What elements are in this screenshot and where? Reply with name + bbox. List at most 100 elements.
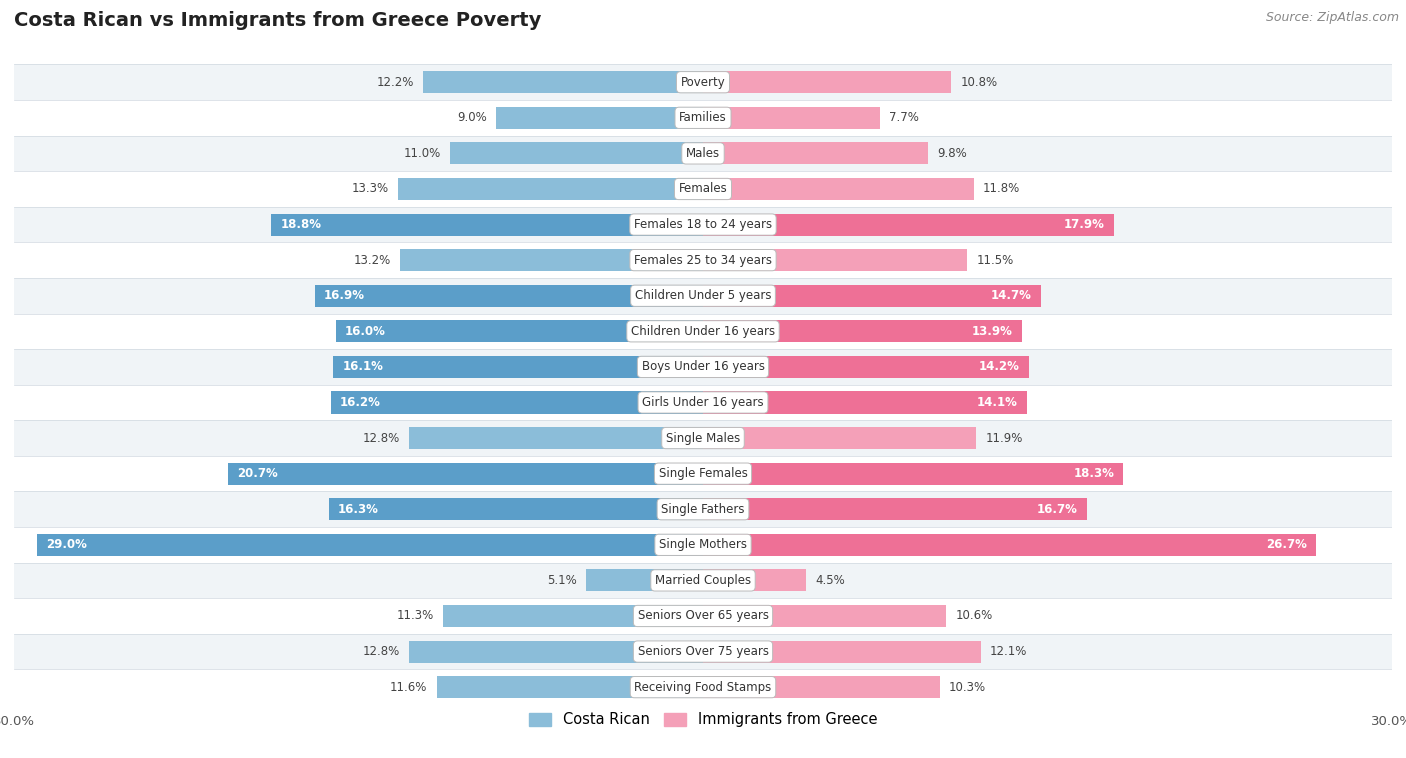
Bar xyxy=(14,384,1392,420)
Text: 9.0%: 9.0% xyxy=(457,111,486,124)
Text: Boys Under 16 years: Boys Under 16 years xyxy=(641,360,765,374)
Bar xyxy=(450,143,703,164)
Bar xyxy=(271,214,703,236)
Text: 17.9%: 17.9% xyxy=(1064,218,1105,231)
Text: Married Couples: Married Couples xyxy=(655,574,751,587)
Text: 29.0%: 29.0% xyxy=(46,538,87,551)
Bar xyxy=(14,562,1392,598)
Text: Children Under 16 years: Children Under 16 years xyxy=(631,325,775,338)
Text: Seniors Over 75 years: Seniors Over 75 years xyxy=(637,645,769,658)
Text: 9.8%: 9.8% xyxy=(938,147,967,160)
Text: 16.7%: 16.7% xyxy=(1036,503,1077,515)
Text: Seniors Over 65 years: Seniors Over 65 years xyxy=(637,609,769,622)
Bar xyxy=(315,285,703,307)
Bar xyxy=(703,178,974,200)
Text: 11.9%: 11.9% xyxy=(986,431,1022,444)
Text: Single Fathers: Single Fathers xyxy=(661,503,745,515)
Bar xyxy=(703,214,1114,236)
Bar xyxy=(330,391,703,414)
Bar xyxy=(329,498,703,520)
Text: 13.3%: 13.3% xyxy=(352,183,388,196)
Text: 10.6%: 10.6% xyxy=(956,609,993,622)
Bar xyxy=(703,321,1022,343)
Text: 4.5%: 4.5% xyxy=(815,574,845,587)
Bar xyxy=(14,100,1392,136)
Bar xyxy=(14,314,1392,349)
Text: Source: ZipAtlas.com: Source: ZipAtlas.com xyxy=(1265,11,1399,24)
Text: Females 18 to 24 years: Females 18 to 24 years xyxy=(634,218,772,231)
Bar xyxy=(703,356,1029,378)
Bar xyxy=(409,641,703,662)
Text: 12.8%: 12.8% xyxy=(363,645,399,658)
Bar xyxy=(423,71,703,93)
Bar xyxy=(14,420,1392,456)
Text: Costa Rican vs Immigrants from Greece Poverty: Costa Rican vs Immigrants from Greece Po… xyxy=(14,11,541,30)
Legend: Costa Rican, Immigrants from Greece: Costa Rican, Immigrants from Greece xyxy=(523,706,883,733)
Text: 11.6%: 11.6% xyxy=(389,681,427,694)
Bar xyxy=(703,285,1040,307)
Bar xyxy=(398,178,703,200)
Bar xyxy=(14,171,1392,207)
Bar xyxy=(228,462,703,484)
Bar xyxy=(586,569,703,591)
Bar xyxy=(14,207,1392,243)
Text: Children Under 5 years: Children Under 5 years xyxy=(634,290,772,302)
Text: 7.7%: 7.7% xyxy=(889,111,920,124)
Bar xyxy=(14,491,1392,527)
Bar xyxy=(14,598,1392,634)
Text: 12.2%: 12.2% xyxy=(377,76,413,89)
Bar xyxy=(399,249,703,271)
Text: 11.3%: 11.3% xyxy=(396,609,434,622)
Bar xyxy=(703,605,946,627)
Text: 13.9%: 13.9% xyxy=(972,325,1012,338)
Text: Females: Females xyxy=(679,183,727,196)
Text: 11.8%: 11.8% xyxy=(983,183,1021,196)
Bar xyxy=(14,349,1392,384)
Bar xyxy=(703,71,950,93)
Text: 16.9%: 16.9% xyxy=(323,290,366,302)
Text: Receiving Food Stamps: Receiving Food Stamps xyxy=(634,681,772,694)
Bar xyxy=(14,634,1392,669)
Text: 10.3%: 10.3% xyxy=(949,681,986,694)
Text: Single Mothers: Single Mothers xyxy=(659,538,747,551)
Text: 16.0%: 16.0% xyxy=(344,325,385,338)
Bar xyxy=(14,278,1392,314)
Text: 16.3%: 16.3% xyxy=(337,503,378,515)
Text: Single Males: Single Males xyxy=(666,431,740,444)
Text: 5.1%: 5.1% xyxy=(547,574,576,587)
Bar xyxy=(14,64,1392,100)
Text: 14.2%: 14.2% xyxy=(979,360,1019,374)
Bar xyxy=(37,534,703,556)
Bar xyxy=(336,321,703,343)
Text: 13.2%: 13.2% xyxy=(353,254,391,267)
Bar xyxy=(14,243,1392,278)
Bar xyxy=(703,498,1087,520)
Bar xyxy=(496,107,703,129)
Text: Females 25 to 34 years: Females 25 to 34 years xyxy=(634,254,772,267)
Bar xyxy=(409,427,703,449)
Text: 18.3%: 18.3% xyxy=(1073,467,1114,480)
Text: 14.1%: 14.1% xyxy=(977,396,1018,409)
Bar xyxy=(703,427,976,449)
Bar xyxy=(703,569,807,591)
Text: Girls Under 16 years: Girls Under 16 years xyxy=(643,396,763,409)
Text: Poverty: Poverty xyxy=(681,76,725,89)
Bar xyxy=(703,534,1316,556)
Bar xyxy=(703,107,880,129)
Text: 10.8%: 10.8% xyxy=(960,76,997,89)
Bar xyxy=(14,527,1392,562)
Text: 11.5%: 11.5% xyxy=(976,254,1014,267)
Bar xyxy=(703,676,939,698)
Text: 14.7%: 14.7% xyxy=(990,290,1032,302)
Bar xyxy=(14,669,1392,705)
Text: 20.7%: 20.7% xyxy=(236,467,277,480)
Bar xyxy=(703,462,1123,484)
Bar xyxy=(703,143,928,164)
Text: 11.0%: 11.0% xyxy=(404,147,441,160)
Bar xyxy=(703,641,981,662)
Text: 12.1%: 12.1% xyxy=(990,645,1028,658)
Text: Single Females: Single Females xyxy=(658,467,748,480)
Text: 16.1%: 16.1% xyxy=(343,360,384,374)
Text: 12.8%: 12.8% xyxy=(363,431,399,444)
Text: Families: Families xyxy=(679,111,727,124)
